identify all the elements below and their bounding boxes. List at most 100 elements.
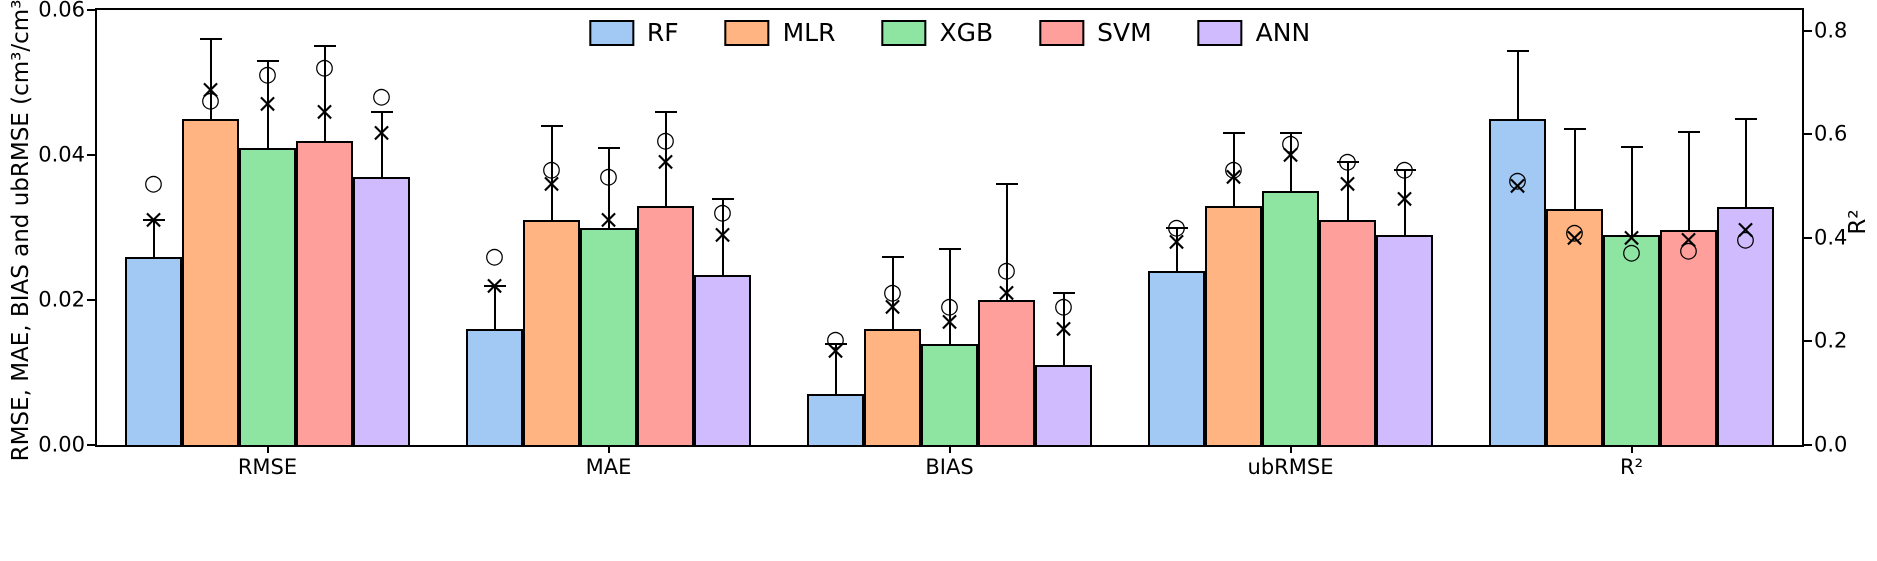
bar-xgb-ubrmse [1262, 191, 1319, 445]
bar-cell-ann-mae: ○ × [694, 10, 751, 445]
error-bar-cap [938, 248, 961, 251]
x-tick-label-bias: BIAS [925, 455, 974, 479]
cross-marker: × [540, 169, 563, 199]
y-tick-label-right: 0.0 [1814, 432, 1848, 457]
y-tick-label-right: 0.2 [1814, 328, 1848, 353]
cross-marker: × [1734, 215, 1757, 246]
cross-marker: × [199, 74, 222, 105]
error-bar-line [891, 256, 894, 329]
error-bar-cap [540, 125, 563, 127]
bar-cell-svm-rmse: ○ × [296, 10, 353, 445]
cross-marker: × [938, 306, 961, 337]
bar-cell-mlr-bias: ○ × [864, 10, 921, 445]
bar-groups: ○ × ○ × ○ × ○ × ○ × RMSE ○ × ○ × ○ × ○ × ○ × MAE ○ × ○ × ○ × ○ × ○ × BIA… [97, 10, 1802, 479]
circle-marker: ○ [882, 279, 903, 305]
error-bar-cap [1336, 161, 1359, 164]
bar-rf-rmse [125, 256, 182, 445]
y-tick-mark-left [87, 9, 95, 11]
cross-marker: × [881, 292, 904, 323]
bar-svm-r [1660, 230, 1717, 445]
error-bar-cap [256, 59, 279, 62]
x-tick-mark-mae [607, 445, 610, 453]
cross-marker: × [1336, 169, 1359, 199]
cross-marker: × [256, 89, 279, 120]
error-bar-line [323, 46, 326, 141]
y-tick-label-left: 0.00 [38, 432, 85, 457]
error-bar-line [1232, 133, 1235, 206]
legend-item-ann: ANN [1197, 18, 1310, 47]
bar-cell-rf-r: ○ × [1489, 10, 1546, 445]
cross-marker: × [654, 147, 677, 178]
bar-svm-ubrmse [1319, 220, 1376, 445]
legend-item-xgb: XGB [881, 18, 993, 47]
cross-marker: × [711, 219, 734, 250]
error-bar-line [266, 60, 269, 148]
bar-svm-rmse [296, 140, 353, 445]
circle-marker: ○ [655, 127, 676, 153]
bar-svm-mae [637, 205, 694, 445]
circle-marker: ○ [371, 84, 392, 109]
circle-marker: ○ [143, 171, 164, 196]
bar-group-mae: ○ × ○ × ○ × ○ × ○ × MAE [466, 10, 751, 479]
circle-marker: ○ [1564, 219, 1585, 245]
cross-marker: × [370, 118, 393, 149]
y-axis-label-left: RMSE, MAE, BIAS and ubRMSE (cm³/cm³) [8, 0, 34, 462]
error-bar-cap [199, 38, 222, 40]
y-tick-mark-right [1804, 444, 1812, 446]
bar-cell-xgb-rmse: ○ × [239, 10, 296, 445]
error-bar-line [1175, 227, 1178, 271]
bar-mlr-ubrmse [1205, 205, 1262, 445]
error-bar-line [1687, 131, 1690, 231]
circle-marker: ○ [1394, 156, 1415, 182]
bar-ann-bias [1035, 365, 1092, 445]
bar-ann-r [1717, 206, 1774, 445]
cross-marker: × [824, 335, 847, 366]
legend-label-xgb: XGB [939, 18, 994, 47]
bar-cell-ann-r: ○ × [1717, 10, 1774, 445]
error-bar-cap [597, 146, 620, 149]
legend-swatch-ann [1197, 19, 1243, 46]
y-tick-mark-left [87, 299, 95, 301]
x-tick-label-ubrmse: ubRMSE [1247, 455, 1334, 479]
error-bar-cap [1506, 50, 1529, 53]
bar-ann-mae [694, 274, 751, 445]
legend-swatch-mlr [724, 19, 770, 46]
circle-marker: ○ [484, 243, 505, 269]
bar-ann-ubrmse [1376, 234, 1433, 445]
y-tick-label-left: 0.06 [38, 0, 85, 22]
y-tick-mark-left [87, 444, 95, 446]
bar-cell-ann-bias: ○ × [1035, 10, 1092, 445]
circle-marker: ○ [1053, 294, 1074, 320]
cross-marker: × [142, 205, 165, 236]
x-tick-label-mae: MAE [585, 455, 632, 479]
bar-cell-rf-rmse: ○ × [125, 10, 182, 445]
y-tick-label-right: 0.8 [1814, 18, 1848, 43]
error-bar-cap [824, 342, 847, 345]
circle-marker: ○ [1621, 240, 1642, 266]
error-bar-line [1403, 169, 1406, 235]
error-bar-line [664, 111, 667, 206]
legend-item-rf: RF [588, 18, 679, 47]
x-tick-label-rmse: RMSE [237, 455, 298, 479]
error-bar-line [1289, 133, 1292, 192]
cross-marker: × [597, 205, 620, 236]
error-bar-cap [654, 110, 677, 113]
bar-mlr-r [1546, 209, 1603, 445]
bar-rf-ubrmse [1148, 271, 1205, 445]
legend-label-rf: RF [646, 18, 679, 47]
bar-group-r: ○ × ○ × ○ × ○ × ○ × R² [1489, 10, 1774, 479]
bar-xgb-bias [921, 343, 978, 445]
bar-ann-rmse [353, 176, 410, 445]
bar-cell-svm-ubrmse: ○ × [1319, 10, 1376, 445]
cross-marker: × [1222, 161, 1245, 192]
legend-label-svm: SVM [1097, 18, 1152, 47]
y-axis-label-right: R² [1845, 209, 1871, 235]
legend-item-mlr: MLR [724, 18, 835, 47]
error-bar-cap [370, 110, 393, 113]
bar-cell-svm-r: ○ × [1660, 10, 1717, 445]
x-tick-mark-ubrmse [1289, 445, 1292, 453]
bar-rf-bias [807, 394, 864, 445]
error-bar-cap [1279, 132, 1302, 135]
x-tick-mark-r [1630, 445, 1633, 453]
bar-group-rmse: ○ × ○ × ○ × ○ × ○ × RMSE [125, 10, 410, 479]
